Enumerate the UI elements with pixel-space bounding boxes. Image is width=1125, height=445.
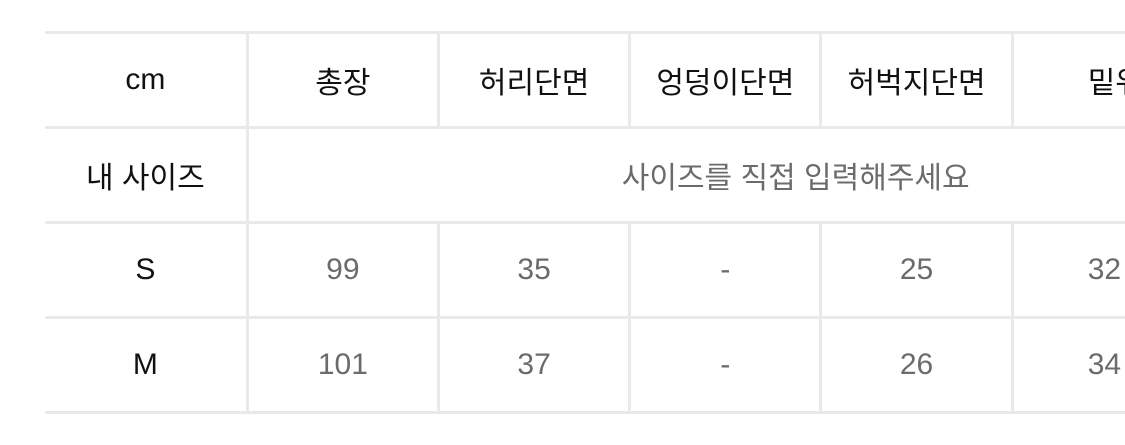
table-row: S 99 35 - 25 32 (45, 221, 1125, 319)
header-row: cm 총장 허리단면 엉덩이단면 허벅지단면 밑위 (45, 31, 1125, 129)
size-table-container: cm 총장 허리단면 엉덩이단면 허벅지단면 밑위 내 사이즈 사이즈를 직접 … (45, 31, 1125, 414)
column-header: 밑위 (1010, 31, 1125, 129)
table-cell: 26 (819, 316, 1014, 414)
table-cell: 99 (245, 221, 440, 319)
table-cell: 37 (436, 316, 632, 414)
column-header: 허리단면 (436, 31, 632, 129)
size-label: M (45, 316, 249, 414)
table-cell: 35 (436, 221, 632, 319)
size-label: S (45, 221, 249, 319)
column-header: 허벅지단면 (819, 31, 1014, 129)
unit-label: cm (45, 31, 249, 129)
table-cell: 25 (819, 221, 1014, 319)
my-size-label: 내 사이즈 (45, 126, 249, 224)
table-cell: 32 (1010, 221, 1125, 319)
table-cell: - (628, 316, 823, 414)
table-cell: 101 (245, 316, 440, 414)
size-table: cm 총장 허리단면 엉덩이단면 허벅지단면 밑위 내 사이즈 사이즈를 직접 … (45, 31, 1125, 414)
table-cell: - (628, 221, 823, 319)
my-size-input[interactable]: 사이즈를 직접 입력해주세요 (245, 126, 1125, 224)
table-row: M 101 37 - 26 34 (45, 316, 1125, 414)
table-cell: 34 (1010, 316, 1125, 414)
column-header: 엉덩이단면 (628, 31, 823, 129)
column-header: 총장 (245, 31, 440, 129)
my-size-row: 내 사이즈 사이즈를 직접 입력해주세요 (45, 126, 1125, 224)
